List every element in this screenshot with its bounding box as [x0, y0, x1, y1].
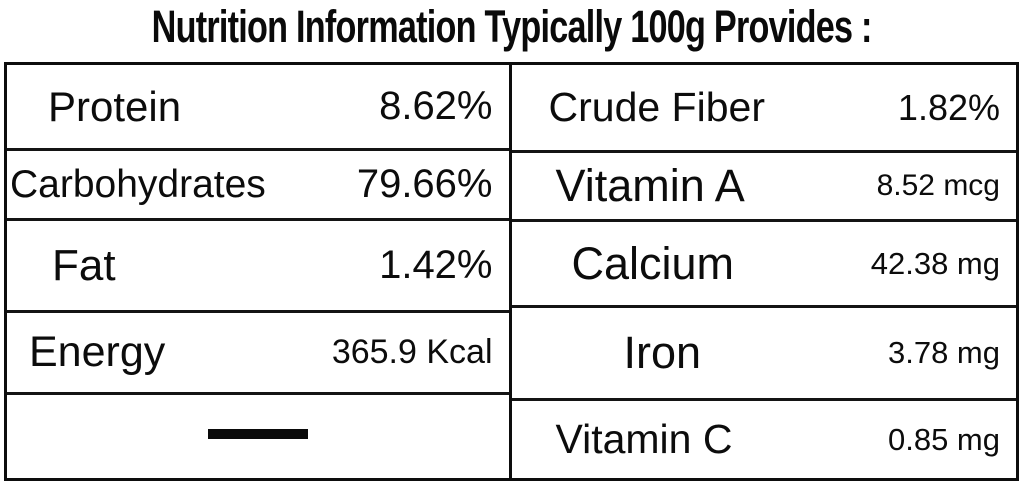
table-row-energy: Energy 365.9 Kcal: [7, 313, 509, 395]
table-row-empty: [7, 395, 509, 478]
nutrient-value: 8.52 mcg: [876, 169, 1000, 202]
table-row-iron: Iron 3.78 mg: [511, 308, 1016, 401]
nutrient-name: Iron: [623, 327, 702, 378]
nutrient-value: 1.82%: [897, 86, 1000, 128]
nutrient-name: Fat: [52, 240, 116, 290]
nutrient-name: Energy: [29, 328, 166, 376]
nutrient-value: 42.38 mg: [870, 245, 1000, 281]
table-row-carbohydrates: Carbohydrates 79.66%: [7, 151, 509, 221]
nutrient-value: 79.66%: [356, 162, 493, 206]
nutrition-table-left-column: Protein 8.62% Carbohydrates 79.66% Fat 1…: [7, 65, 512, 478]
table-row-vitamin-a: Vitamin A 8.52 mcg: [511, 153, 1016, 222]
nutrient-value: 1.42%: [379, 243, 493, 287]
table-row-vitamin-c: Vitamin C 0.85 mg: [512, 401, 1017, 478]
nutrient-value: 8.62%: [379, 84, 493, 128]
table-row-crude-fiber: Crude Fiber 1.82%: [511, 65, 1016, 153]
empty-value-dash: [207, 428, 308, 439]
table-row-protein: Protein 8.62%: [7, 65, 509, 151]
nutrient-name: Vitamin A: [555, 160, 745, 211]
table-row-calcium: Calcium 42.38 mg: [511, 222, 1016, 308]
table-row-fat: Fat 1.42%: [7, 221, 509, 313]
page-title: Nutrition Information Typically 100g Pro…: [0, 1, 1024, 53]
nutrient-value: 365.9 Kcal: [331, 333, 493, 371]
nutrition-table: Protein 8.62% Carbohydrates 79.66% Fat 1…: [4, 62, 1019, 481]
nutrient-name: Crude Fiber: [548, 84, 765, 130]
nutrient-value: 0.85 mg: [887, 421, 1000, 457]
nutrient-name: Vitamin C: [555, 416, 733, 462]
nutrient-name: Protein: [48, 82, 182, 130]
nutrient-name: Carbohydrates: [10, 162, 266, 206]
page-title-text: Nutrition Information Typically 100g Pro…: [152, 1, 873, 52]
nutrition-table-right-column: Crude Fiber 1.82% Vitamin A 8.52 mcg Cal…: [511, 65, 1017, 478]
nutrient-name: Calcium: [571, 237, 735, 289]
nutrient-value: 3.78 mg: [887, 335, 1000, 370]
